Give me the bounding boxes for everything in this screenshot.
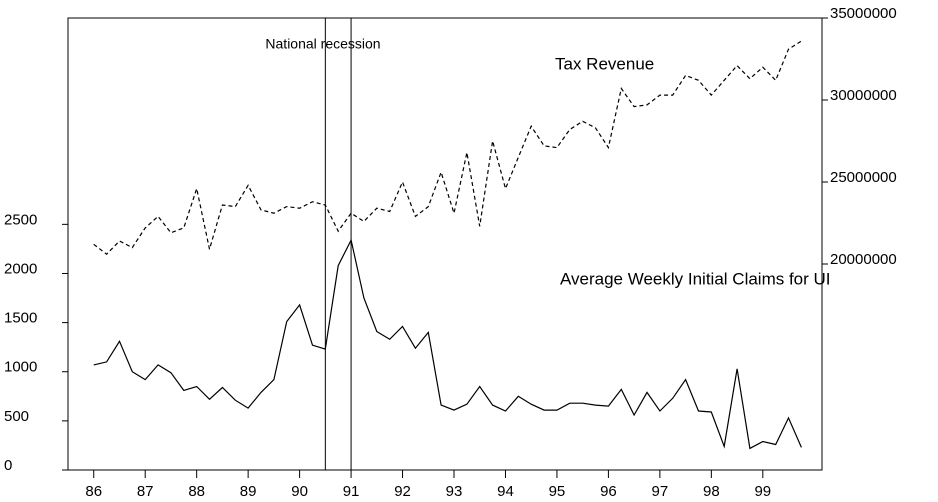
y2-tick-label: 20000000	[830, 251, 897, 268]
y-tick-label: 1500	[4, 310, 37, 327]
series-line	[93, 238, 802, 450]
y-tick-label: 2000	[4, 260, 37, 277]
y-tick-label: 500	[4, 408, 29, 425]
x-tick-label: 98	[703, 483, 720, 500]
x-tick-label: 90	[291, 483, 308, 500]
x-tick-label: 87	[137, 483, 154, 500]
plot-frame	[67, 17, 823, 471]
x-tick-label: 91	[343, 483, 360, 500]
y2-tick-label: 30000000	[830, 87, 897, 104]
y-tick-label: 0	[4, 457, 12, 474]
y2-tick-label: 25000000	[830, 169, 897, 186]
y-tick-label: 1000	[4, 359, 37, 376]
x-tick-label: 95	[549, 483, 566, 500]
y-tick-label: 2500	[4, 211, 37, 228]
x-tick-label: 99	[754, 483, 771, 500]
recession-label: National recession	[265, 36, 380, 52]
x-tick-label: 96	[600, 483, 617, 500]
x-tick-label: 93	[446, 483, 463, 500]
x-tick-label: 92	[394, 483, 411, 500]
series-label: Average Weekly Initial Claims for UI	[560, 269, 831, 288]
x-tick-label: 97	[652, 483, 669, 500]
series-line	[93, 40, 802, 256]
x-tick-label: 94	[497, 483, 514, 500]
x-tick-label: 88	[188, 483, 205, 500]
x-tick-label: 89	[240, 483, 257, 500]
series-label: Tax Revenue	[555, 54, 654, 73]
x-tick-label: 86	[85, 483, 102, 500]
y2-tick-label: 35000000	[830, 5, 897, 22]
